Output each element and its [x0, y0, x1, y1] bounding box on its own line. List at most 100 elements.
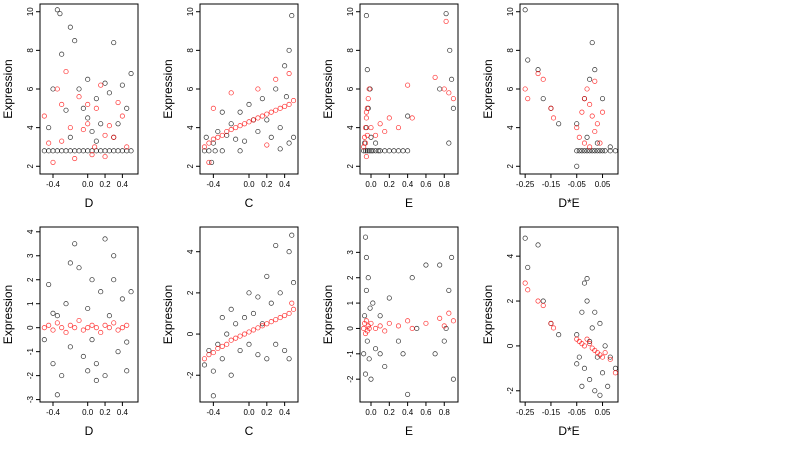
data-point: [364, 132, 370, 138]
data-point: [273, 107, 279, 113]
data-point: [201, 144, 208, 150]
data-point: [612, 370, 618, 376]
data-point: [59, 373, 65, 379]
data-point: [98, 121, 104, 127]
data-point: [264, 273, 270, 279]
y-axis-label: Expression: [1, 285, 15, 344]
data-point: [584, 298, 590, 304]
data-point: [581, 280, 588, 286]
data-point: [576, 134, 582, 140]
y-axis-label: Expression: [1, 59, 15, 118]
data-point: [46, 125, 52, 131]
plot-frame: [519, 226, 619, 403]
data-point: [219, 343, 225, 349]
x-tick-label: 0.05: [595, 408, 611, 417]
y-tick-label: 6: [506, 86, 515, 91]
data-point: [587, 144, 593, 150]
data-point: [255, 325, 261, 331]
data-point: [363, 13, 369, 19]
data-point: [46, 322, 52, 328]
x-tick-label: 0.2: [384, 408, 396, 417]
data-point: [395, 125, 402, 131]
data-point: [289, 13, 295, 19]
y-axis-label: Expression: [481, 59, 495, 118]
data-point: [574, 125, 580, 131]
data-point: [119, 82, 125, 88]
data-point: [119, 325, 125, 331]
x-tick-label: -0.4: [46, 408, 60, 417]
data-point: [589, 113, 595, 119]
data-point: [535, 70, 541, 77]
data-point: [366, 325, 372, 331]
data-point: [525, 287, 531, 293]
scatter-panel: -0.4 0.0 0.2 0.4 2 4 6 8 10 D Expression: [1, 3, 139, 210]
data-point: [373, 325, 379, 331]
data-point: [259, 323, 265, 329]
data-point: [446, 310, 452, 316]
data-point: [233, 125, 239, 131]
data-point: [209, 159, 215, 165]
data-point: [89, 128, 95, 135]
data-point: [85, 368, 91, 374]
data-point: [277, 290, 283, 296]
y-tick-label: 3: [26, 253, 35, 258]
data-point: [382, 128, 388, 135]
data-point: [522, 235, 528, 241]
data-point: [594, 140, 600, 146]
data-point: [50, 327, 56, 333]
data-point: [584, 86, 590, 92]
data-point: [449, 76, 455, 82]
scatter-panel: 0.0 0.2 0.4 0.6 0.8 -2 -1 0 1 2 3 E Expression: [321, 226, 459, 438]
data-point: [206, 352, 212, 358]
y-tick-label: -3: [26, 396, 35, 404]
data-point: [106, 123, 112, 129]
data-point: [449, 254, 455, 260]
y-axis-label: Expression: [481, 285, 495, 344]
data-point: [579, 109, 585, 115]
data-point: [290, 98, 297, 104]
data-point: [41, 113, 47, 119]
data-point: [98, 329, 104, 336]
data-point: [550, 115, 557, 121]
data-point: [268, 134, 274, 140]
data-point: [259, 113, 265, 119]
x-tick-label: -0.15: [542, 180, 561, 189]
data-point: [246, 119, 252, 125]
data-point: [548, 320, 554, 327]
data-point: [237, 109, 243, 115]
data-point: [237, 148, 243, 154]
data-point: [124, 322, 130, 328]
data-point: [102, 80, 108, 86]
data-point: [93, 96, 99, 102]
data-point: [215, 134, 221, 140]
y-tick-label: 3: [346, 250, 355, 255]
y-axis-label: Expression: [161, 59, 175, 118]
data-point: [377, 313, 383, 319]
data-point: [587, 341, 593, 347]
x-tick-label: -0.05: [568, 180, 587, 189]
data-point: [277, 315, 283, 321]
data-point: [592, 388, 598, 394]
y-tick-label: 2: [26, 163, 35, 168]
data-point: [89, 337, 95, 343]
data-point: [423, 320, 429, 326]
data-point: [215, 128, 221, 135]
data-point: [592, 78, 598, 84]
data-point: [540, 302, 546, 309]
plot-frame: [359, 226, 459, 403]
data-point: [273, 86, 279, 92]
data-point: [367, 305, 373, 311]
data-point: [607, 148, 613, 154]
data-point: [368, 125, 374, 131]
data-point: [67, 125, 73, 131]
data-point: [574, 163, 580, 169]
data-point: [63, 301, 69, 307]
data-point: [102, 236, 108, 242]
data-point: [219, 148, 225, 154]
data-point: [76, 86, 82, 92]
data-point: [102, 373, 108, 379]
data-point: [364, 105, 370, 111]
data-point: [386, 115, 392, 121]
y-tick-label: 0: [506, 343, 515, 348]
